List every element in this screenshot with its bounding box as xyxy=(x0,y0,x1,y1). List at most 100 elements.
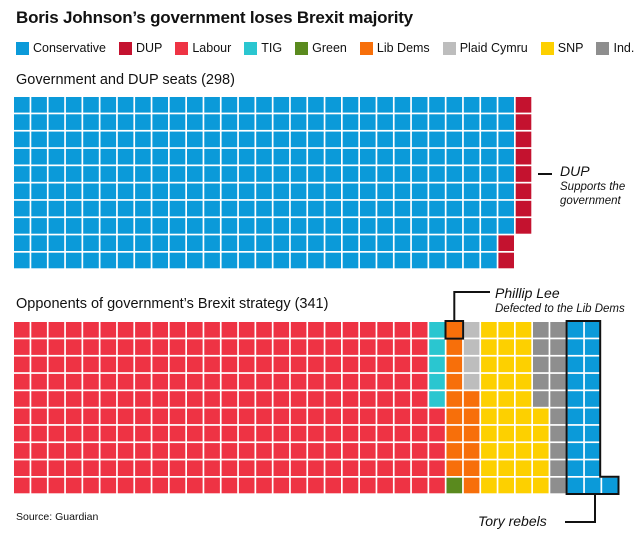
seat-labour xyxy=(83,408,99,425)
seat-conservative xyxy=(446,252,463,269)
seat-labour xyxy=(238,356,255,373)
seat-plaid-cymru xyxy=(463,322,480,338)
seat-conservative xyxy=(221,131,238,148)
seat-labour xyxy=(48,322,65,338)
seat-conservative xyxy=(14,200,30,217)
seat-labour xyxy=(100,408,117,425)
seat-labour xyxy=(65,443,82,459)
seat-conservative xyxy=(83,166,99,182)
seat-conservative xyxy=(481,218,497,234)
seat-conservative xyxy=(429,114,445,130)
seat-ind- xyxy=(550,339,566,355)
seat-conservative xyxy=(14,114,30,130)
seat-snp xyxy=(515,322,532,338)
legend-swatch xyxy=(175,41,189,55)
seat-conservative xyxy=(135,218,151,234)
seat-labour xyxy=(14,339,30,355)
seat-labour xyxy=(273,373,290,390)
seat-labour xyxy=(221,477,238,494)
seat-lib-dems xyxy=(446,322,463,338)
seat-conservative xyxy=(481,148,497,165)
seat-conservative xyxy=(65,235,82,251)
seat-conservative xyxy=(567,322,584,338)
seat-labour xyxy=(290,460,307,476)
seat-conservative xyxy=(152,114,168,130)
seat-conservative xyxy=(169,252,186,269)
seat-conservative xyxy=(394,183,411,200)
seat-labour xyxy=(65,425,82,442)
seat-labour xyxy=(187,373,203,390)
seat-conservative xyxy=(48,200,65,217)
seat-labour xyxy=(238,477,255,494)
seat-labour xyxy=(135,373,151,390)
seat-conservative xyxy=(481,200,497,217)
seat-labour xyxy=(48,373,65,390)
seat-ind- xyxy=(550,391,566,407)
legend-swatch xyxy=(16,41,29,55)
dup-annotation-title: DUP xyxy=(560,163,590,179)
seat-conservative xyxy=(290,218,307,234)
seat-tig xyxy=(429,339,445,355)
seat-conservative xyxy=(135,148,151,165)
seat-labour xyxy=(31,339,47,355)
seat-conservative xyxy=(584,356,601,373)
seat-labour xyxy=(83,443,99,459)
seat-conservative xyxy=(411,131,428,148)
legend-item: SNP xyxy=(540,41,583,55)
seat-conservative xyxy=(65,114,82,130)
seat-conservative xyxy=(117,97,134,113)
seat-conservative xyxy=(481,235,497,251)
seat-conservative xyxy=(100,114,117,130)
seat-labour xyxy=(152,356,168,373)
seat-conservative xyxy=(31,252,47,269)
legend-label: Conservative xyxy=(33,41,106,55)
seat-conservative xyxy=(325,252,341,269)
seat-labour xyxy=(187,477,203,494)
seat-labour xyxy=(65,373,82,390)
seat-conservative xyxy=(377,97,393,113)
seat-labour xyxy=(308,322,324,338)
seat-conservative xyxy=(135,131,151,148)
seat-conservative xyxy=(31,131,47,148)
seat-conservative xyxy=(187,131,203,148)
seat-labour xyxy=(256,477,272,494)
seat-conservative xyxy=(187,183,203,200)
seat-dup xyxy=(498,235,514,251)
seat-conservative xyxy=(463,183,480,200)
seat-snp xyxy=(533,460,549,476)
seat-conservative xyxy=(498,183,514,200)
seat-tig xyxy=(429,391,445,407)
seat-conservative xyxy=(100,183,117,200)
seat-ind- xyxy=(550,460,566,476)
seat-conservative xyxy=(481,183,497,200)
seat-labour xyxy=(290,477,307,494)
seat-conservative xyxy=(238,218,255,234)
seat-conservative xyxy=(31,235,47,251)
seat-labour xyxy=(204,443,220,459)
seat-snp xyxy=(498,322,514,338)
seat-conservative xyxy=(83,97,99,113)
seat-conservative xyxy=(342,183,359,200)
seat-labour xyxy=(377,339,393,355)
seat-conservative xyxy=(204,218,220,234)
seat-conservative xyxy=(117,252,134,269)
seat-snp xyxy=(498,460,514,476)
seat-labour xyxy=(308,477,324,494)
seat-snp xyxy=(533,408,549,425)
seat-conservative xyxy=(360,131,376,148)
seat-conservative xyxy=(308,200,324,217)
seat-conservative xyxy=(411,218,428,234)
seat-conservative xyxy=(169,218,186,234)
seat-conservative xyxy=(48,97,65,113)
legend: Conservative DUP Labour TIG Green Lib Dems Pla… xyxy=(16,41,634,55)
seat-conservative xyxy=(342,114,359,130)
seat-labour xyxy=(221,408,238,425)
seat-labour xyxy=(48,460,65,476)
seat-snp xyxy=(481,460,497,476)
seat-labour xyxy=(360,425,376,442)
seat-conservative xyxy=(498,218,514,234)
seat-conservative xyxy=(377,114,393,130)
seat-conservative xyxy=(429,131,445,148)
seat-labour xyxy=(308,339,324,355)
seat-conservative xyxy=(169,131,186,148)
